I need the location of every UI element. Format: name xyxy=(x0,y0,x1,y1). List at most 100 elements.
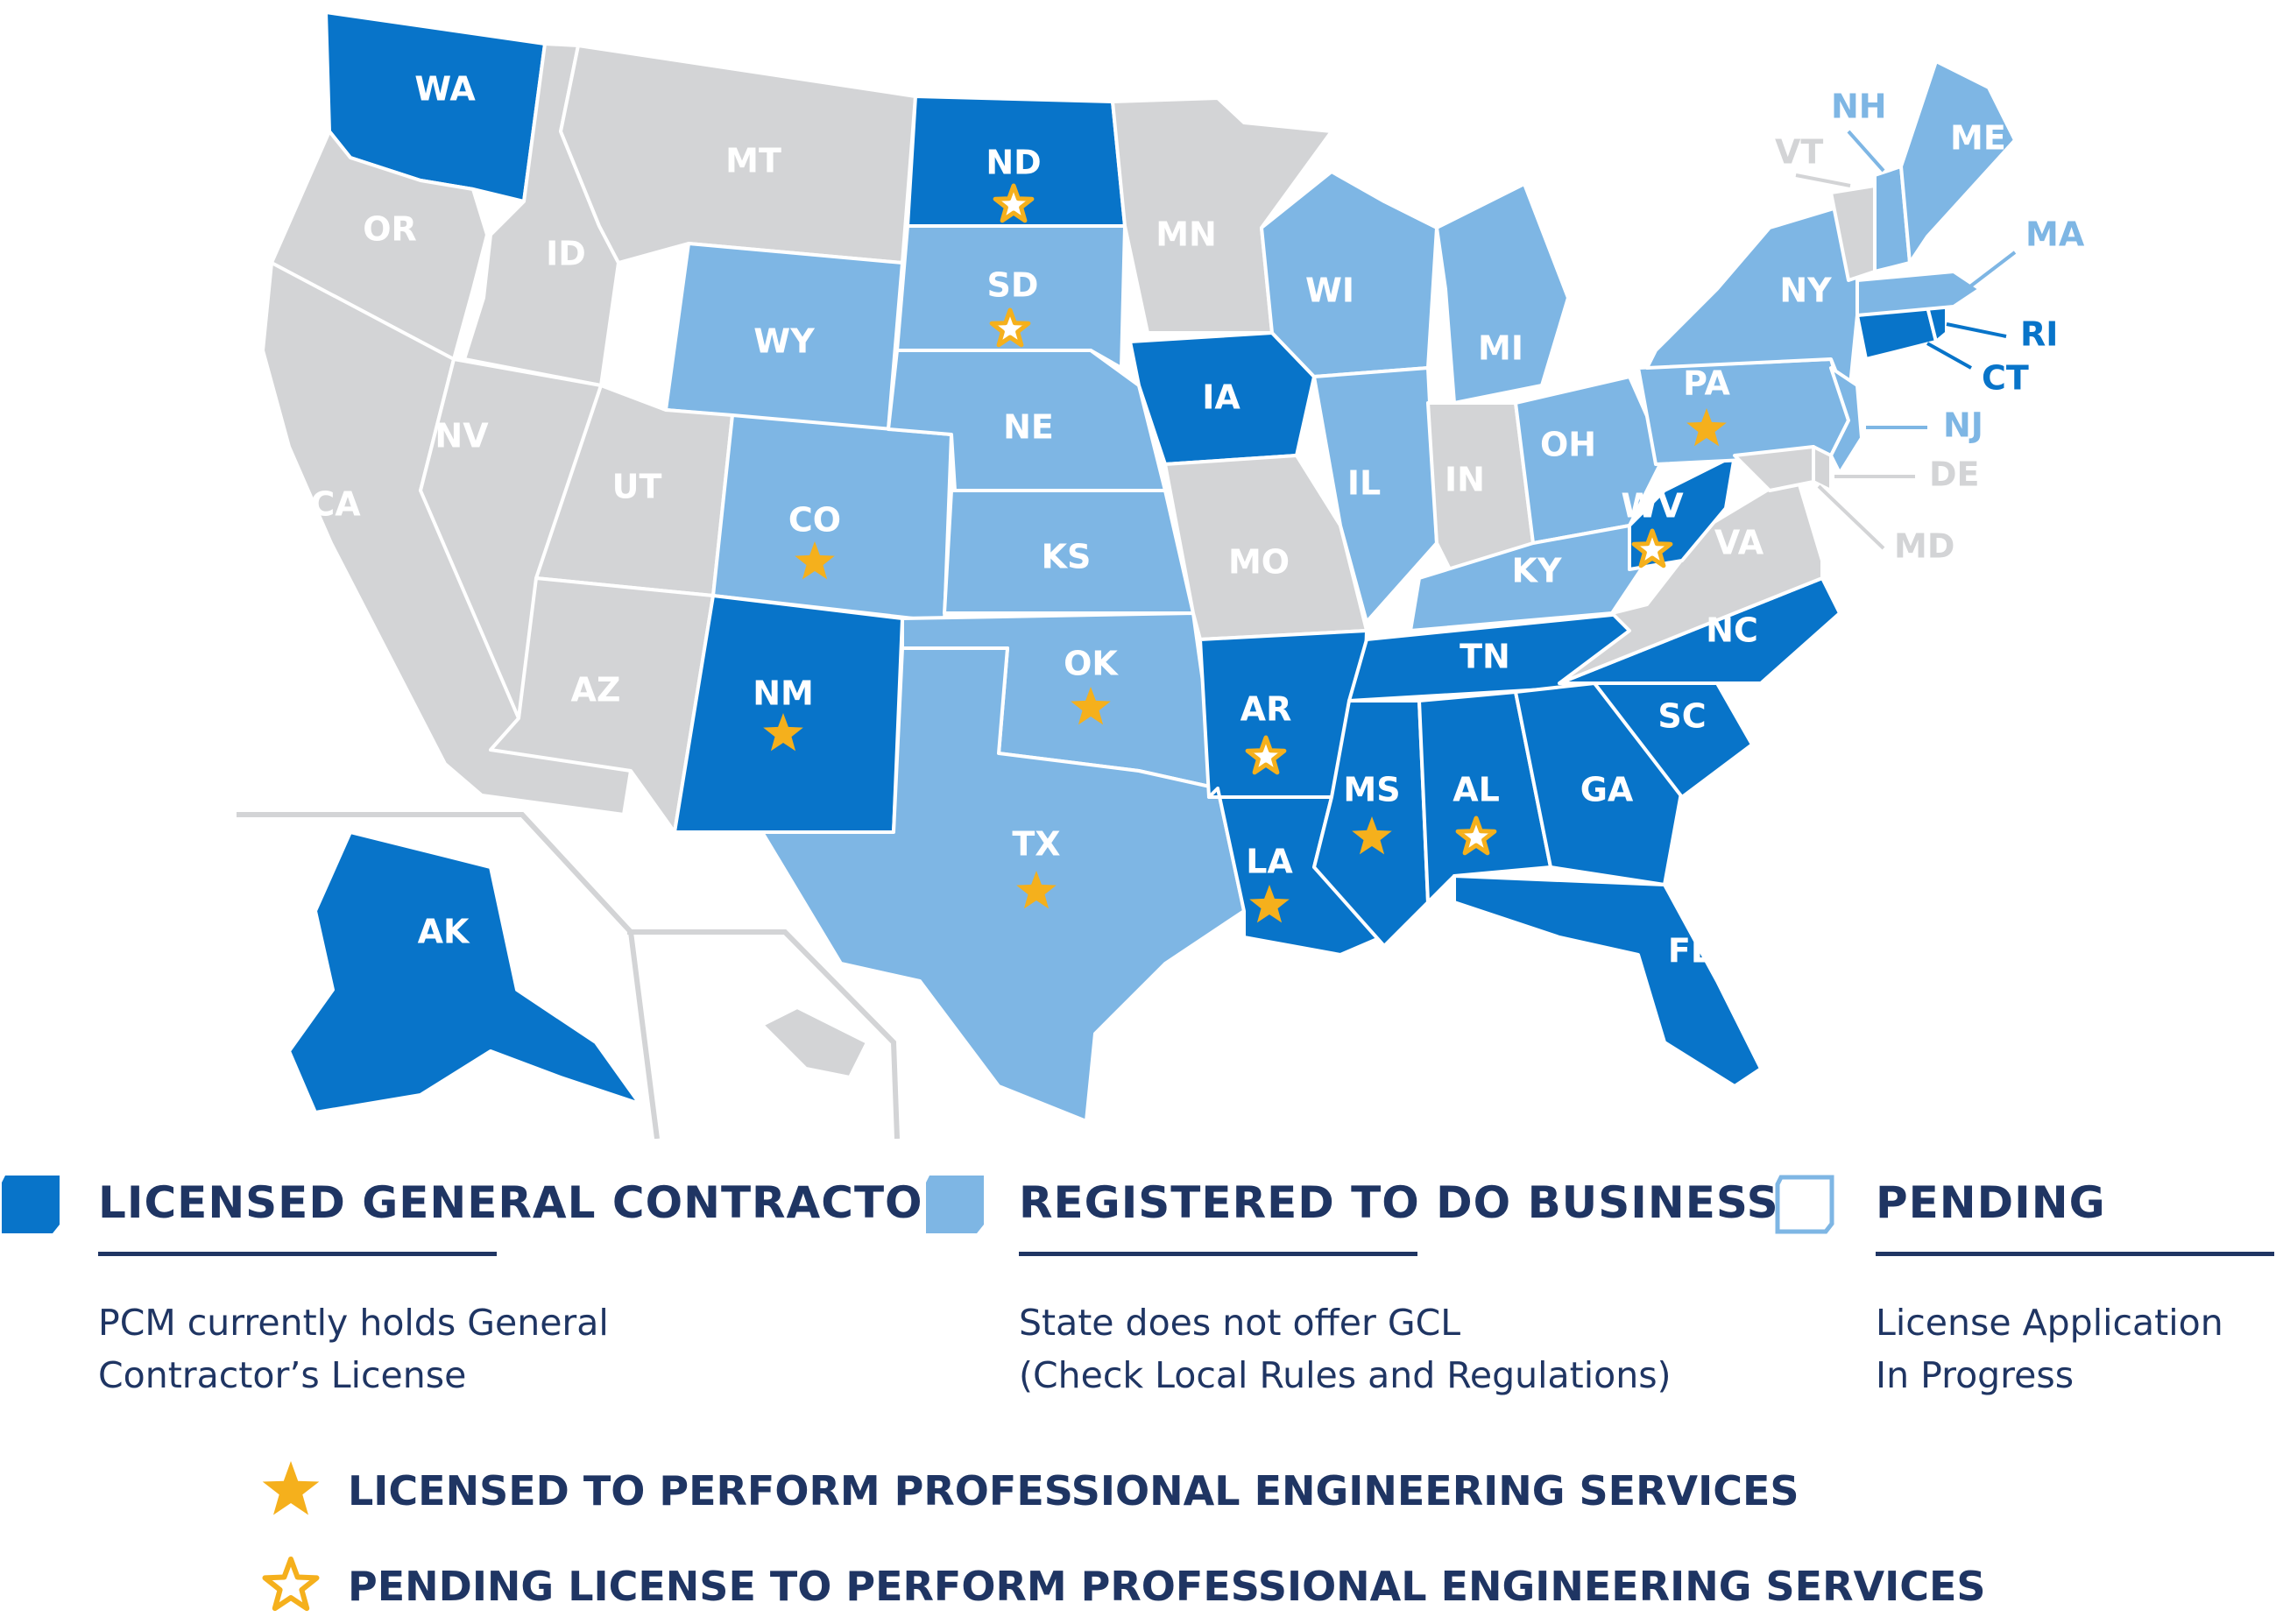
state-md[interactable] xyxy=(1733,445,1815,492)
state-label-ky: KY xyxy=(1512,552,1562,590)
state-wi[interactable] xyxy=(1260,170,1438,378)
callout-line-ma xyxy=(1965,251,2017,291)
legend-registered-swatch xyxy=(926,1176,984,1233)
star-filled-icon xyxy=(795,541,835,580)
state-label-sc: SC xyxy=(1658,697,1706,736)
state-hi[interactable] xyxy=(760,1006,869,1079)
state-label-id: ID xyxy=(546,235,586,273)
legend-registered-rule xyxy=(1019,1252,1417,1256)
state-label-ok: OK xyxy=(1064,645,1119,683)
state-al[interactable] xyxy=(1417,690,1552,904)
star-outline-icon xyxy=(262,1557,320,1612)
state-label-wi: WI xyxy=(1305,272,1354,310)
state-nm[interactable] xyxy=(673,594,904,834)
state-label-me: ME xyxy=(1950,119,2006,158)
callout-line-ri xyxy=(1946,322,2007,338)
us-license-map: WA OR CA ID NV MT WY UT AZ CO NM ND SD NE KS OK TX MN IA MO… xyxy=(237,11,2085,1139)
state-label-nv: NV xyxy=(435,417,489,455)
state-label-mt: MT xyxy=(725,142,781,180)
legend-licensed-desc-1: PCM currently holds General xyxy=(98,1302,609,1344)
state-label-ar: AR xyxy=(1240,690,1292,729)
star-filled-icon xyxy=(1686,408,1727,447)
state-label-nj: NJ xyxy=(1943,406,1983,445)
callout-line-nh xyxy=(1847,130,1885,173)
inset-frame-line xyxy=(627,929,900,1139)
legend-pending-title: PENDING xyxy=(1876,1177,2106,1228)
state-label-md: MD xyxy=(1894,527,1954,566)
state-va[interactable] xyxy=(1558,471,1824,685)
state-label-nc: NC xyxy=(1706,611,1758,650)
inset-frame-lines xyxy=(237,812,900,1139)
state-sd[interactable] xyxy=(895,224,1127,370)
state-label-ia: IA xyxy=(1202,378,1240,417)
state-label-wa: WA xyxy=(414,70,476,109)
state-il[interactable] xyxy=(1312,366,1438,624)
state-label-ms: MS xyxy=(1343,771,1400,809)
state-mi[interactable] xyxy=(1435,182,1570,405)
state-ma[interactable] xyxy=(1855,270,1982,317)
star-filled-icon xyxy=(763,713,803,752)
legend-pending-desc-2: In Progress xyxy=(1876,1354,2075,1396)
state-label-de: DE xyxy=(1929,455,1980,494)
state-me[interactable] xyxy=(1899,60,2017,265)
legend-registered-desc-2: (Check Local Rules and Regulations) xyxy=(1019,1354,1672,1396)
star-filled-icon xyxy=(1016,871,1057,909)
state-label-ut: UT xyxy=(612,468,662,506)
state-label-wy: WY xyxy=(753,322,815,361)
state-label-ri: RI xyxy=(2020,315,2058,354)
state-label-ca: CA xyxy=(310,485,361,524)
legend-registered-title: REGISTERED TO DO BUSINESS xyxy=(1019,1177,1779,1228)
state-fl[interactable] xyxy=(1453,874,1763,1088)
state-nj[interactable] xyxy=(1829,366,1863,475)
legend-licensed-desc-2: Contractor’s License xyxy=(98,1354,467,1396)
state-label-az: AZ xyxy=(571,671,621,710)
state-label-la: LA xyxy=(1246,843,1293,881)
state-label-in: IN xyxy=(1445,461,1485,499)
legend-star-licensed-text: LICENSED TO PERFORM PROFESSIONAL ENGINEE… xyxy=(348,1467,1799,1515)
state-label-ks: KS xyxy=(1042,538,1092,576)
legend-pending-desc-1: License Application xyxy=(1876,1302,2223,1344)
legend-licensed-swatch xyxy=(2,1176,60,1233)
state-tx[interactable] xyxy=(760,646,1246,1123)
callout-line-ct xyxy=(1926,342,1972,370)
legend-star-pending: PENDING LICENSE TO PERFORM PROFESSIONAL … xyxy=(258,1554,1986,1619)
star-outline-icon xyxy=(1245,735,1287,775)
state-label-sd: SD xyxy=(987,266,1039,305)
legend-star-licensed: LICENSED TO PERFORM PROFESSIONAL ENGINEE… xyxy=(258,1458,1799,1523)
state-label-ne: NE xyxy=(1003,408,1054,447)
state-label-mi: MI xyxy=(1478,329,1523,368)
state-label-mo: MO xyxy=(1228,543,1290,582)
legend-licensed-title: LICENSED GENERAL CONTRACTOR xyxy=(98,1177,958,1228)
state-label-ny: NY xyxy=(1779,272,1832,310)
state-label-pa: PA xyxy=(1683,364,1730,403)
state-label-fl: FL xyxy=(1668,932,1712,971)
state-oh[interactable] xyxy=(1514,375,1666,545)
state-label-nh: NH xyxy=(1831,88,1887,126)
star-outline-icon xyxy=(1631,528,1673,568)
callout-line-md xyxy=(1817,484,1885,550)
legend-star-pending-text: PENDING LICENSE TO PERFORM PROFESSIONAL … xyxy=(348,1563,1986,1610)
state-label-tn: TN xyxy=(1460,638,1510,676)
state-label-co: CO xyxy=(788,501,841,540)
state-label-nd: ND xyxy=(986,144,1041,182)
legend-pending-swatch xyxy=(1775,1175,1834,1234)
state-label-al: AL xyxy=(1453,771,1500,809)
legend-pending-rule xyxy=(1876,1252,2274,1256)
star-filled-icon xyxy=(1352,816,1392,855)
state-label-vt: VT xyxy=(1775,133,1823,172)
legend-licensed-rule xyxy=(98,1252,497,1256)
state-label-mn: MN xyxy=(1156,215,1217,254)
state-label-or: OR xyxy=(363,210,417,249)
star-filled-icon xyxy=(1249,885,1290,923)
star-outline-icon xyxy=(989,307,1031,348)
callout-line-vt xyxy=(1795,173,1851,187)
star-outline-icon xyxy=(1455,816,1497,856)
state-label-va: VA xyxy=(1714,524,1764,562)
state-label-ma: MA xyxy=(2025,215,2085,254)
state-label-oh: OH xyxy=(1540,426,1596,464)
state-de[interactable] xyxy=(1812,445,1833,492)
state-ak[interactable] xyxy=(287,830,641,1114)
state-label-ct: CT xyxy=(1982,359,2029,398)
star-filled-icon xyxy=(262,1461,320,1515)
state-label-ga: GA xyxy=(1580,771,1634,809)
